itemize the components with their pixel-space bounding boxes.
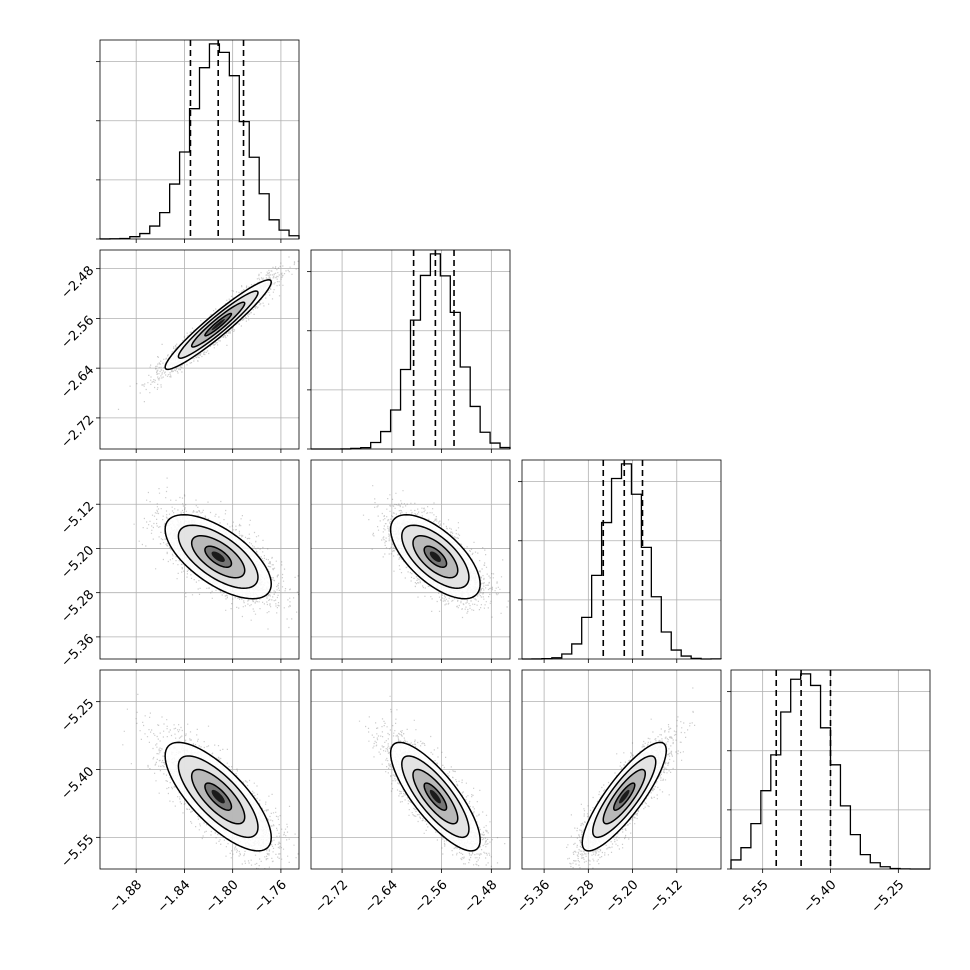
histogram-panel-3 xyxy=(518,459,722,660)
histogram-step-2 xyxy=(311,253,511,450)
y-tick-label-3-1: −5.36 xyxy=(59,632,98,671)
y-tick-label-2-4: −2.48 xyxy=(59,263,98,302)
x-tick-label-1-1: −1.88 xyxy=(106,877,145,916)
x-tick-label-4-1: −5.55 xyxy=(733,877,772,916)
y-tick-label-4-3: −5.25 xyxy=(59,696,98,735)
x-tick-label-3-1: −5.36 xyxy=(514,877,553,916)
y-tick-label-2-1: −2.72 xyxy=(59,413,98,452)
y-tick-label-3-2: −5.28 xyxy=(59,587,98,626)
histogram-panel-2 xyxy=(307,249,511,450)
scatter-panel-4-1 xyxy=(99,669,300,870)
y-tick-label-4-1: −5.55 xyxy=(59,832,98,871)
histogram-panel-4 xyxy=(727,669,931,870)
y-tick-label-2-3: −2.56 xyxy=(59,313,98,352)
x-tick-label-3-4: −5.12 xyxy=(647,877,686,916)
x-tick-label-1-3: −1.80 xyxy=(203,877,242,916)
x-tick-label-3-2: −5.28 xyxy=(559,877,598,916)
x-tick-label-2-4: −2.48 xyxy=(462,877,501,916)
x-tick-label-1-2: −1.84 xyxy=(155,877,194,916)
histogram-panel-1 xyxy=(96,39,300,240)
x-tick-label-2-3: −2.56 xyxy=(412,877,451,916)
x-tick-label-4-3: −5.25 xyxy=(869,877,908,916)
x-tick-label-3-3: −5.20 xyxy=(603,877,642,916)
scatter-panel-4-2 xyxy=(310,669,511,870)
scatter-panel-4-3 xyxy=(521,669,722,870)
y-tick-label-2-2: −2.64 xyxy=(59,363,98,402)
y-tick-label-3-3: −5.20 xyxy=(59,543,98,582)
scatter-panel-2-1 xyxy=(99,249,300,450)
histogram-step-4 xyxy=(730,673,930,870)
histogram-step-1 xyxy=(99,43,300,240)
x-tick-label-4-2: −5.40 xyxy=(801,877,840,916)
x-tick-label-2-1: −2.72 xyxy=(312,877,351,916)
histogram-step-3 xyxy=(522,463,722,660)
x-tick-label-2-2: −2.64 xyxy=(362,877,401,916)
y-tick-label-3-4: −5.12 xyxy=(59,499,98,538)
x-tick-label-1-4: −1.76 xyxy=(251,877,290,916)
scatter-panel-3-1 xyxy=(99,459,300,660)
scatter-panel-3-2 xyxy=(310,459,511,660)
y-tick-label-4-2: −5.40 xyxy=(59,764,98,803)
